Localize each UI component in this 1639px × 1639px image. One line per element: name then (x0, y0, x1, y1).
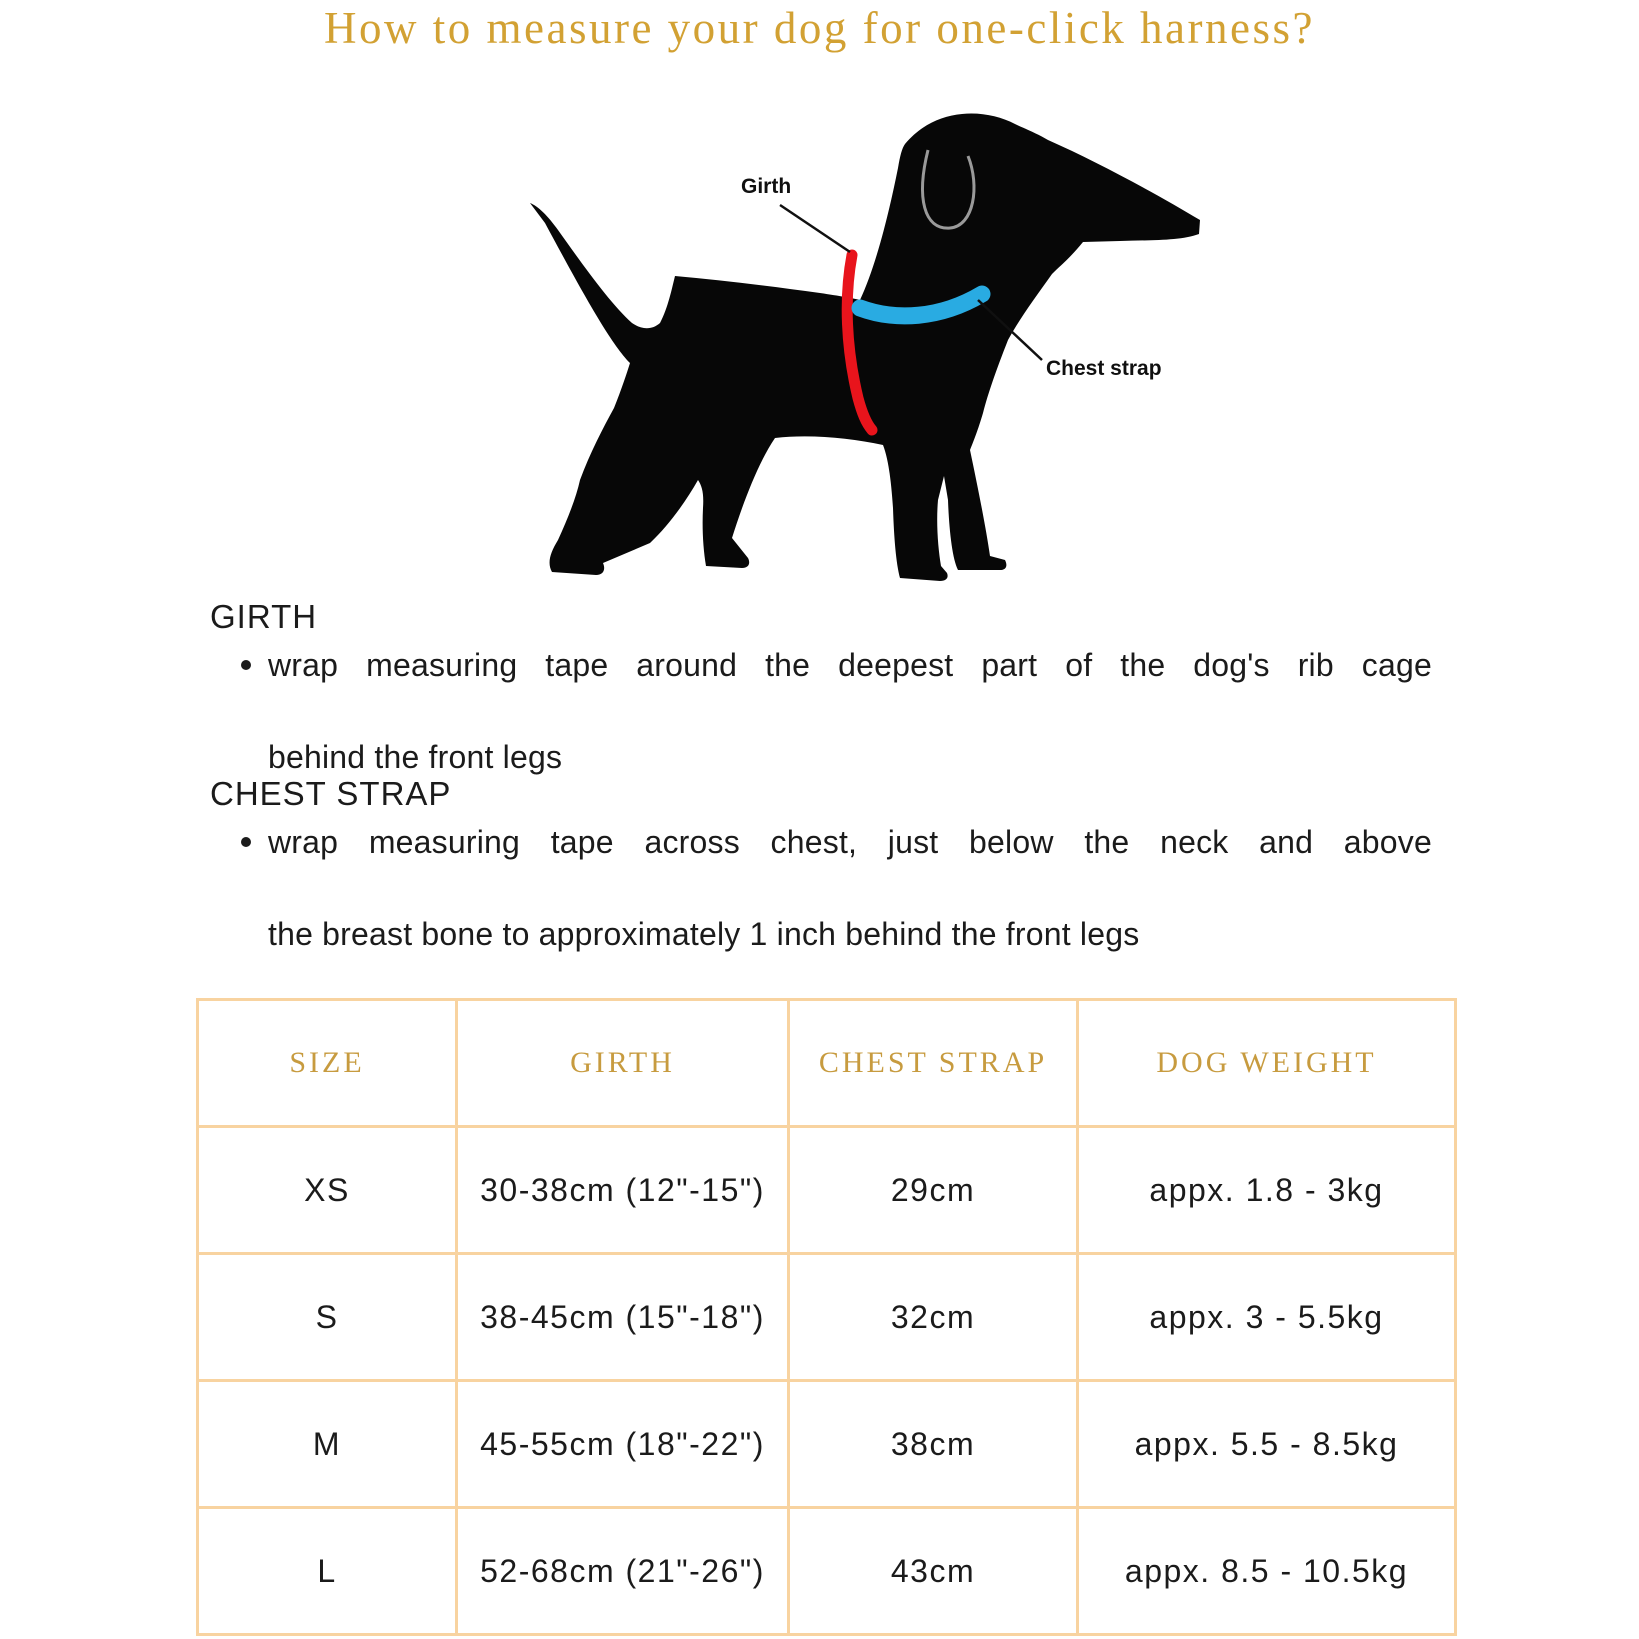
size-cell: M (196, 1379, 458, 1509)
column-header-size: SIZE (196, 998, 458, 1128)
chest-instruction-line: the breast bone to approximately 1 inch … (268, 916, 1140, 952)
size-cell: XS (196, 1125, 458, 1255)
ear-inner-line (921, 149, 976, 230)
table-row: L 52-68cm (21"-26") 43cm appx. 8.5 - 10.… (196, 1506, 1457, 1636)
table-row: XS 30-38cm (12"-15") 29cm appx. 1.8 - 3k… (196, 1125, 1457, 1255)
chest-leader-line (977, 299, 1043, 361)
chest-strap-callout-label: Chest strap (1046, 357, 1162, 380)
chest-instruction-line: wrap measuring tape across chest, just b… (268, 824, 1432, 860)
girth-cell: 30-38cm (12"-15") (455, 1125, 790, 1255)
bullet-icon (241, 837, 251, 847)
girth-cell: 45-55cm (18"-22") (455, 1379, 790, 1509)
table-row: M 45-55cm (18"-22") 38cm appx. 5.5 - 8.5… (196, 1379, 1457, 1509)
girth-strap (841, 249, 878, 436)
column-header-girth: GIRTH (455, 998, 790, 1128)
girth-cell: 52-68cm (21"-26") (455, 1506, 790, 1636)
chest-strap-cell: 29cm (787, 1125, 1079, 1255)
chest-strap (851, 285, 991, 325)
dog-measurement-diagram (500, 108, 1210, 588)
column-header-chest-strap: CHEST STRAP (787, 998, 1079, 1128)
table-header-row: SIZE GIRTH CHEST STRAP DOG WEIGHT (196, 998, 1457, 1128)
chest-strap-cell: 43cm (787, 1506, 1079, 1636)
dog-silhouette (530, 113, 1200, 582)
harness-size-table: SIZE GIRTH CHEST STRAP DOG WEIGHT XS 30-… (196, 998, 1457, 1636)
girth-callout-label: Girth (741, 175, 792, 198)
chest-strap-instructions: wrap measuring tape across chest, just b… (241, 819, 1432, 957)
dog-weight-cell: appx. 3 - 5.5kg (1076, 1252, 1457, 1382)
table-row: S 38-45cm (15"-18") 32cm appx. 3 - 5.5kg (196, 1252, 1457, 1382)
size-cell: S (196, 1252, 458, 1382)
chest-strap-cell: 38cm (787, 1379, 1079, 1509)
page-title: How to measure your dog for one-click ha… (324, 3, 1315, 53)
dog-weight-cell: appx. 1.8 - 3kg (1076, 1125, 1457, 1255)
bullet-icon (241, 660, 251, 670)
girth-cell: 38-45cm (15"-18") (455, 1252, 790, 1382)
dog-weight-cell: appx. 5.5 - 8.5kg (1076, 1379, 1457, 1509)
chest-strap-section-heading: CHEST STRAP (210, 775, 452, 812)
dog-weight-cell: appx. 8.5 - 10.5kg (1076, 1506, 1457, 1636)
column-header-dog-weight: DOG WEIGHT (1076, 998, 1457, 1128)
girth-instructions: wrap measuring tape around the deepest p… (241, 642, 1432, 780)
girth-instruction-line: wrap measuring tape around the deepest p… (268, 647, 1432, 683)
size-cell: L (196, 1506, 458, 1636)
girth-instruction-line: behind the front legs (268, 739, 563, 775)
girth-leader-line (779, 203, 851, 254)
chest-strap-cell: 32cm (787, 1252, 1079, 1382)
girth-section-heading: GIRTH (210, 598, 318, 635)
